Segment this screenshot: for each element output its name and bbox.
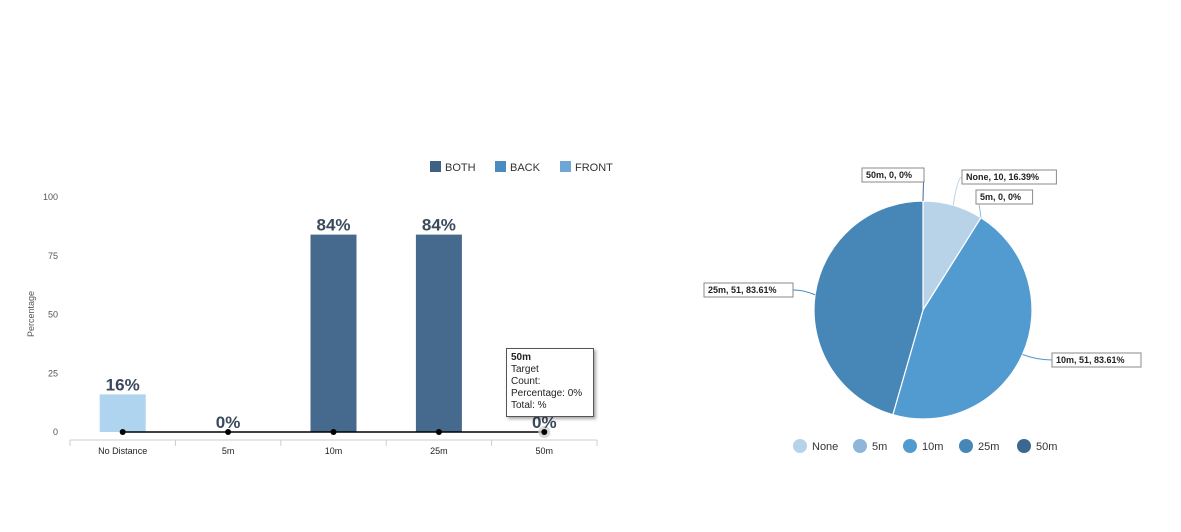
pie-label-box-none — [961, 169, 1057, 185]
legend-label-back[interactable]: BACK — [510, 162, 541, 174]
data-label-10m: 84% — [316, 216, 350, 235]
x-tick-label-no-distance: No Distance — [98, 446, 147, 456]
data-label-5m: 0% — [216, 413, 241, 432]
pie-legend-marker-none[interactable] — [793, 439, 807, 453]
tooltip-line-count: Count: — [511, 376, 541, 387]
tooltip-line-target: Target — [511, 364, 539, 375]
line-point-5m[interactable] — [225, 429, 232, 435]
pie-label-50m: 50m, 0, 0% — [866, 170, 912, 180]
legend-label-both[interactable]: BOTH — [445, 162, 476, 174]
pie-label-box-10m — [1051, 352, 1142, 368]
pie-label-5m: 5m, 0, 0% — [980, 192, 1021, 202]
y-axis-ticks: 0 25 50 75 100 — [43, 192, 58, 437]
y-tick-label-50: 50 — [48, 310, 58, 320]
line-point-25m[interactable] — [435, 429, 442, 435]
pie-connector-10m — [1022, 354, 1053, 361]
pie-legend-label-25m[interactable]: 25m — [978, 441, 999, 453]
y-tick-label-100: 100 — [43, 192, 58, 202]
pie-label-box-50m — [861, 167, 925, 183]
pie-label-box-25m — [703, 282, 794, 298]
bar-series — [99, 234, 462, 432]
pie-legend-label-50m[interactable]: 50m — [1036, 441, 1057, 453]
pie-chart: None, 10, 16.39% 5m, 0, 0% 10m, 51, 83.61%… — [703, 167, 1142, 453]
x-axis: No Distance 5m 10m 25m 50m — [69, 439, 598, 456]
legend-label-front[interactable]: FRONT — [575, 162, 613, 174]
data-label-50m: 0% — [532, 413, 557, 432]
x-tick-label-25m: 25m — [430, 446, 448, 456]
tooltip-line-percentage: Percentage: 0% — [511, 388, 583, 399]
legend-swatch-both[interactable] — [430, 161, 441, 172]
pie-legend-label-none[interactable]: None — [812, 441, 838, 453]
data-label-25m: 84% — [422, 216, 456, 235]
x-tick-label-10m: 10m — [325, 446, 343, 456]
pie-connector-none — [952, 176, 963, 206]
line-point-10m[interactable] — [330, 429, 337, 435]
y-tick-label-75: 75 — [48, 251, 58, 261]
bar-10m[interactable] — [310, 234, 357, 432]
pie-legend: None 5m 10m 25m 50m — [793, 439, 1057, 453]
line-series — [119, 426, 551, 438]
bar-25m[interactable] — [415, 234, 462, 432]
line-point-50m[interactable] — [541, 429, 548, 435]
x-tick-label-5m: 5m — [222, 446, 235, 456]
data-label-no-distance: 16% — [106, 375, 140, 394]
y-axis-label: Percentage — [26, 291, 36, 337]
bar-data-labels: 16% 0% 84% 84% 0% — [106, 216, 557, 432]
pie-label-none: None, 10, 16.39% — [966, 172, 1039, 182]
pie-legend-label-5m[interactable]: 5m — [872, 441, 887, 453]
legend-swatch-back[interactable] — [495, 161, 506, 172]
pie-legend-marker-25m[interactable] — [959, 439, 973, 453]
bar-chart-legend: BOTH BACK FRONT — [430, 161, 613, 174]
pie-legend-label-10m[interactable]: 10m — [922, 441, 943, 453]
tooltip-title: 50m — [511, 352, 532, 363]
legend-swatch-front[interactable] — [560, 161, 571, 172]
chart-tooltip: 50m Target Count: Percentage: 0% Total: … — [506, 348, 594, 417]
pie-legend-marker-10m[interactable] — [903, 439, 917, 453]
x-tick-label-50m: 50m — [536, 446, 554, 456]
bar-chart: BOTH BACK FRONT Percentage 0 25 50 75 100 No D… — [26, 161, 613, 456]
pie-label-box-5m — [975, 189, 1034, 205]
tooltip-line-total: Total: % — [511, 400, 547, 411]
pie-slice-25m[interactable] — [813, 200, 924, 416]
pie-legend-marker-50m[interactable] — [1017, 439, 1031, 453]
pie-label-10m: 10m, 51, 83.61% — [1056, 355, 1125, 365]
line-point-no-distance[interactable] — [119, 429, 126, 435]
pie-label-25m: 25m, 51, 83.61% — [708, 285, 777, 295]
pie-connector-25m — [792, 289, 816, 296]
y-tick-label-0: 0 — [53, 427, 58, 437]
pie-slices — [813, 200, 1033, 420]
bar-no-distance[interactable] — [99, 394, 146, 432]
pie-legend-marker-5m[interactable] — [853, 439, 867, 453]
y-tick-label-25: 25 — [48, 368, 58, 378]
pie-slice-10m[interactable] — [892, 216, 1033, 420]
pie-labels: None, 10, 16.39% 5m, 0, 0% 10m, 51, 83.61%… — [703, 167, 1142, 368]
